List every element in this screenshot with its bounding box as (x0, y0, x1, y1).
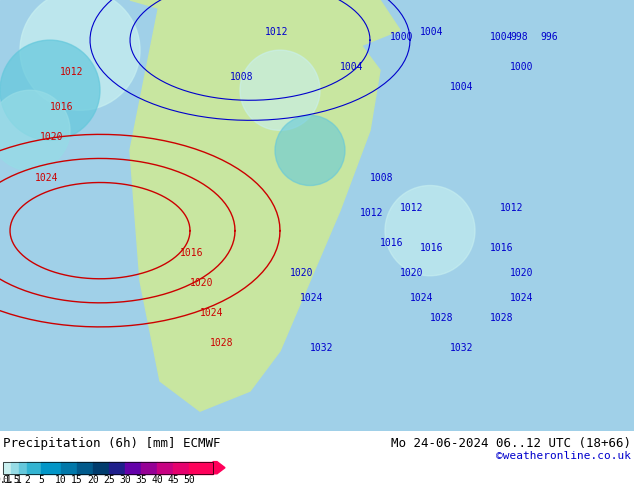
Text: 1016: 1016 (50, 102, 74, 112)
Text: 50: 50 (183, 475, 195, 485)
Text: 996: 996 (540, 32, 558, 42)
Text: 1008: 1008 (370, 172, 394, 182)
Text: 1012: 1012 (265, 27, 288, 37)
Bar (19, 462, 27, 474)
Text: 0.5: 0.5 (2, 475, 20, 485)
Text: 1012: 1012 (500, 202, 524, 213)
Text: 5: 5 (38, 475, 44, 485)
Text: 30: 30 (119, 475, 131, 485)
Text: 1032: 1032 (310, 343, 333, 353)
Text: 20: 20 (87, 475, 99, 485)
Text: 1016: 1016 (380, 238, 403, 247)
Text: 35: 35 (135, 475, 147, 485)
Bar (11, 462, 19, 474)
Text: 40: 40 (151, 475, 163, 485)
Bar (109, 462, 125, 474)
Circle shape (20, 0, 140, 110)
Bar (189, 462, 213, 474)
Text: 1020: 1020 (40, 132, 63, 143)
Text: 1004: 1004 (490, 32, 514, 42)
Polygon shape (130, 0, 400, 50)
Circle shape (0, 90, 70, 171)
Text: 1020: 1020 (190, 278, 214, 288)
Circle shape (0, 40, 100, 141)
Text: 1020: 1020 (290, 268, 313, 278)
Text: 2: 2 (24, 475, 30, 485)
Circle shape (275, 115, 345, 186)
Text: 1008: 1008 (230, 72, 254, 82)
Text: Precipitation (6h) [mm] ECMWF: Precipitation (6h) [mm] ECMWF (3, 437, 221, 450)
Text: 1028: 1028 (210, 338, 233, 348)
Bar (77, 462, 93, 474)
Text: 1024: 1024 (35, 172, 58, 182)
Polygon shape (130, 0, 380, 411)
Text: 1004: 1004 (450, 82, 474, 92)
Text: 1016: 1016 (420, 243, 444, 253)
Bar (157, 462, 173, 474)
Bar (41, 462, 61, 474)
Text: 1028: 1028 (430, 313, 453, 323)
Text: 1: 1 (16, 475, 22, 485)
Text: 1024: 1024 (200, 308, 224, 318)
Bar (27, 462, 41, 474)
Text: 1012: 1012 (400, 202, 424, 213)
Text: 45: 45 (167, 475, 179, 485)
Text: 1012: 1012 (360, 208, 384, 218)
Text: Mo 24-06-2024 06..12 UTC (18+66): Mo 24-06-2024 06..12 UTC (18+66) (391, 437, 631, 450)
Bar (93, 462, 109, 474)
Text: 1000: 1000 (390, 32, 413, 42)
Text: 1028: 1028 (490, 313, 514, 323)
Text: ©weatheronline.co.uk: ©weatheronline.co.uk (496, 451, 631, 462)
Text: 1024: 1024 (300, 293, 323, 303)
Bar (141, 462, 157, 474)
Circle shape (240, 50, 320, 130)
Text: 15: 15 (71, 475, 83, 485)
Text: 1004: 1004 (420, 27, 444, 37)
Text: 10: 10 (55, 475, 67, 485)
Text: 998: 998 (510, 32, 527, 42)
Text: 0.1: 0.1 (0, 475, 12, 485)
Text: 1016: 1016 (490, 243, 514, 253)
Circle shape (385, 186, 475, 276)
Text: 1024: 1024 (410, 293, 434, 303)
Text: 1016: 1016 (180, 248, 204, 258)
Text: 1032: 1032 (450, 343, 474, 353)
Text: 1000: 1000 (510, 62, 533, 72)
Bar (125, 462, 141, 474)
Text: 25: 25 (103, 475, 115, 485)
Bar (3, 462, 213, 474)
Text: 1020: 1020 (510, 268, 533, 278)
FancyArrow shape (213, 462, 225, 474)
Bar (61, 462, 77, 474)
Bar (173, 462, 189, 474)
Text: 1004: 1004 (340, 62, 363, 72)
Bar (3, 462, 11, 474)
Text: 1020: 1020 (400, 268, 424, 278)
Text: 1024: 1024 (510, 293, 533, 303)
Text: 1012: 1012 (60, 67, 84, 77)
